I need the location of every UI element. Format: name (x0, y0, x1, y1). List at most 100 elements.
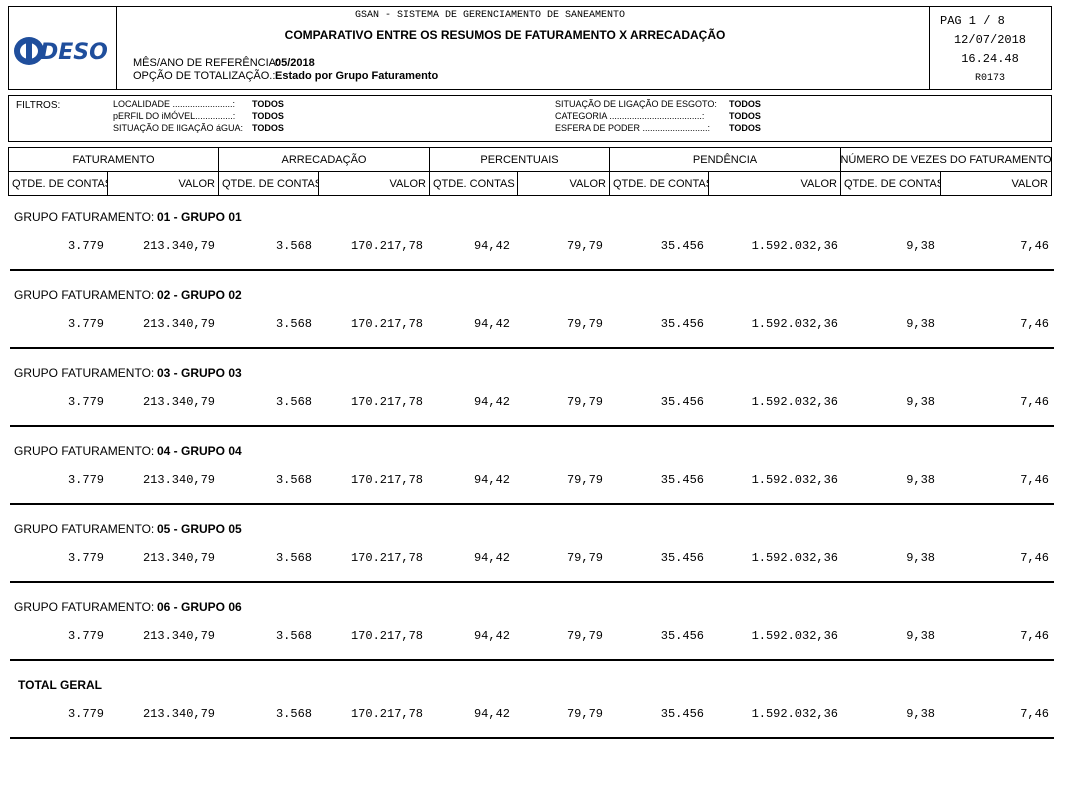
filters-label: FILTROS: (16, 100, 61, 111)
filter-label: SITUAÇÃO DE lIGAÇÃO áGUA: (113, 123, 244, 133)
cell-value: 94,42 (473, 707, 510, 721)
cell-value: 7,46 (1020, 629, 1049, 643)
cell-value: 35.456 (660, 629, 704, 643)
cell-value: 9,38 (906, 239, 935, 253)
cell-value: 3.779 (67, 707, 104, 721)
cell-value: 3.779 (67, 629, 104, 643)
filter-value: TODOS (729, 111, 761, 121)
total-value: Estado por Grupo Faturamento (275, 70, 439, 82)
cell-value: 79,79 (566, 707, 603, 721)
logo: DESO (14, 37, 108, 65)
cell-value: 79,79 (566, 629, 603, 643)
section-label: GRUPO FATURAMENTO: (14, 366, 155, 380)
total-label: OPÇÃO DE TOTALIZAÇÃO.: (133, 70, 276, 82)
cell-value: 7,46 (1020, 473, 1049, 487)
column-group: PENDÊNCIA (609, 147, 841, 172)
section-label: GRUPO FATURAMENTO: (14, 444, 155, 458)
header-box (8, 6, 1052, 90)
cell-value: 7,46 (1020, 707, 1049, 721)
divider (116, 6, 117, 90)
separator (10, 503, 1054, 505)
cell-value: 35.456 (660, 395, 704, 409)
cell-value: 3.568 (275, 707, 312, 721)
column-group: NÚMERO DE VEZES DO FATURAMENTO (840, 147, 1052, 172)
cell-value: 1.592.032,36 (751, 551, 838, 565)
cell-value: 3.779 (67, 473, 104, 487)
cell-value: 79,79 (566, 473, 603, 487)
cell-value: 3.779 (67, 395, 104, 409)
ref-value: 05/2018 (275, 57, 315, 69)
cell-value: 79,79 (566, 317, 603, 331)
cell-value: 170.217,78 (350, 473, 423, 487)
cell-value: 1.592.032,36 (751, 317, 838, 331)
cell-value: 79,79 (566, 239, 603, 253)
filter-label: SITUAÇÃO DE LIGAÇÃO DE ESGOTO: (555, 99, 717, 109)
section-label: GRUPO FATURAMENTO: (14, 288, 155, 302)
section-name: 02 - GRUPO 02 (157, 288, 242, 302)
column-header: QTDE. DE CONTAS (609, 171, 709, 196)
page-number: PAG 1 / 8 (940, 14, 1005, 28)
column-header: QTDE. DE CONTAS (218, 171, 319, 196)
cell-value: 79,79 (566, 395, 603, 409)
cell-value: 9,38 (906, 629, 935, 643)
cell-value: 9,38 (906, 317, 935, 331)
cell-value: 213.340,79 (142, 551, 215, 565)
filter-label: CATEGORIA ..............................… (555, 111, 705, 121)
cell-value: 7,46 (1020, 395, 1049, 409)
cell-value: 170.217,78 (350, 551, 423, 565)
cell-value: 79,79 (566, 551, 603, 565)
cell-value: 1.592.032,36 (751, 473, 838, 487)
cell-value: 35.456 (660, 317, 704, 331)
cell-value: 213.340,79 (142, 395, 215, 409)
cell-value: 35.456 (660, 707, 704, 721)
report-code: R0173 (974, 73, 1005, 84)
cell-value: 213.340,79 (142, 239, 215, 253)
column-header: VALOR (517, 171, 610, 196)
divider (929, 6, 930, 90)
section-name: 04 - GRUPO 04 (157, 444, 242, 458)
filters-box (8, 95, 1052, 142)
section-name: 05 - GRUPO 05 (157, 522, 242, 536)
cell-value: 170.217,78 (350, 395, 423, 409)
separator (10, 737, 1054, 739)
cell-value: 1.592.032,36 (751, 629, 838, 643)
cell-value: 213.340,79 (142, 473, 215, 487)
column-header: QTDE. CONTAS (429, 171, 518, 196)
section-label: GRUPO FATURAMENTO: (14, 522, 155, 536)
section-name: 03 - GRUPO 03 (157, 366, 242, 380)
cell-value: 213.340,79 (142, 317, 215, 331)
section-label: GRUPO FATURAMENTO: (14, 600, 155, 614)
column-group: ARRECADAÇÃO (218, 147, 430, 172)
cell-value: 94,42 (473, 629, 510, 643)
cell-value: 9,38 (906, 473, 935, 487)
separator (10, 659, 1054, 661)
column-group: FATURAMENTO (8, 147, 219, 172)
cell-value: 9,38 (906, 707, 935, 721)
separator (10, 581, 1054, 583)
filter-value: TODOS (729, 123, 761, 133)
column-header: VALOR (940, 171, 1052, 196)
logo-text: DESO (40, 40, 108, 65)
cell-value: 35.456 (660, 239, 704, 253)
filter-label: ESFERA DE PODER ........................… (555, 123, 711, 133)
cell-value: 213.340,79 (142, 629, 215, 643)
report-title: COMPARATIVO ENTRE OS RESUMOS DE FATURAME… (284, 28, 726, 42)
ref-label: MÊS/ANO DE REFERÊNCIA: (133, 57, 280, 69)
cell-value: 3.568 (275, 551, 312, 565)
filter-value: TODOS (252, 99, 284, 109)
cell-value: 35.456 (660, 551, 704, 565)
column-group: PERCENTUAIS (429, 147, 610, 172)
cell-value: 213.340,79 (142, 707, 215, 721)
cell-value: 7,46 (1020, 317, 1049, 331)
separator (10, 269, 1054, 271)
cell-value: 170.217,78 (350, 707, 423, 721)
cell-value: 1.592.032,36 (751, 395, 838, 409)
cell-value: 7,46 (1020, 239, 1049, 253)
cell-value: 170.217,78 (350, 317, 423, 331)
section-label: GRUPO FATURAMENTO: (14, 210, 155, 224)
cell-value: 3.568 (275, 317, 312, 331)
cell-value: 3.568 (275, 395, 312, 409)
cell-value: 3.568 (275, 473, 312, 487)
cell-value: 170.217,78 (350, 629, 423, 643)
